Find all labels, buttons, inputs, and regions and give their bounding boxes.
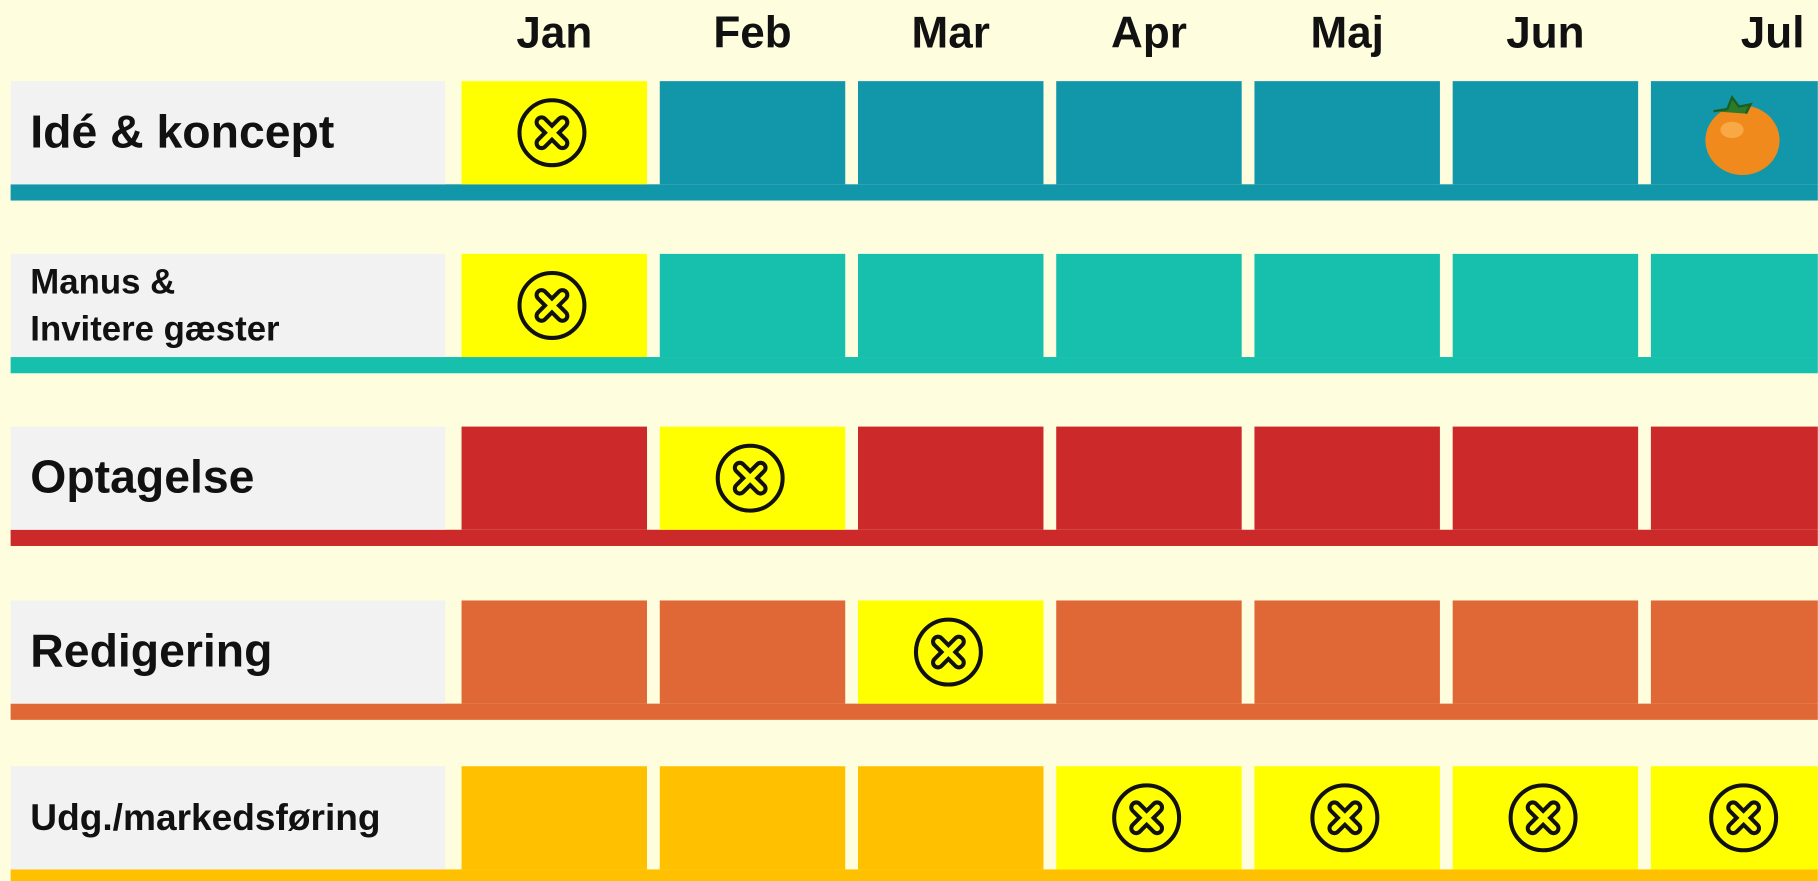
cell <box>1453 600 1638 703</box>
row-label: Idé & koncept <box>30 105 334 157</box>
cell <box>1651 254 1818 357</box>
cell <box>462 600 647 703</box>
cell <box>660 766 845 869</box>
cell <box>1651 600 1818 703</box>
row-band <box>11 704 1818 720</box>
cell <box>660 254 845 357</box>
cell <box>1453 254 1638 357</box>
row-band <box>11 357 1818 373</box>
month-label: Apr <box>1111 9 1187 58</box>
cell <box>1453 427 1638 530</box>
cell <box>858 81 1043 184</box>
cell <box>1056 427 1241 530</box>
cell <box>1056 254 1241 357</box>
month-label: Maj <box>1310 9 1383 58</box>
cell <box>1453 81 1638 184</box>
row-label: Redigering <box>30 625 272 677</box>
cell <box>858 427 1043 530</box>
month-label: Jul <box>1741 9 1805 58</box>
cell <box>660 81 845 184</box>
cell <box>1254 427 1439 530</box>
cell <box>1651 427 1818 530</box>
month-label: Mar <box>912 9 990 58</box>
cell <box>1056 600 1241 703</box>
cell <box>1254 600 1439 703</box>
month-label: Feb <box>713 9 791 58</box>
schedule: Jan Feb Mar Apr Maj Jun Jul Idé & koncept Manus … <box>0 0 1818 881</box>
page: Jan Feb Mar Apr Maj Jun Jul Idé & koncept Manus … <box>0 0 1818 881</box>
cell <box>858 766 1043 869</box>
row-band <box>11 530 1818 546</box>
row-band <box>11 869 1818 881</box>
row-label: Invitere gæster <box>30 310 279 348</box>
cell <box>1254 81 1439 184</box>
cell <box>1056 81 1241 184</box>
cell <box>1254 254 1439 357</box>
row-label: Udg./markedsføring <box>30 796 380 838</box>
cell <box>462 427 647 530</box>
month-label: Jun <box>1506 9 1584 58</box>
row-label: Manus & <box>30 263 175 301</box>
cell <box>462 766 647 869</box>
month-label: Jan <box>516 9 592 58</box>
cell <box>660 600 845 703</box>
cell <box>858 254 1043 357</box>
row-label: Optagelse <box>30 451 254 503</box>
row-band <box>11 184 1818 200</box>
